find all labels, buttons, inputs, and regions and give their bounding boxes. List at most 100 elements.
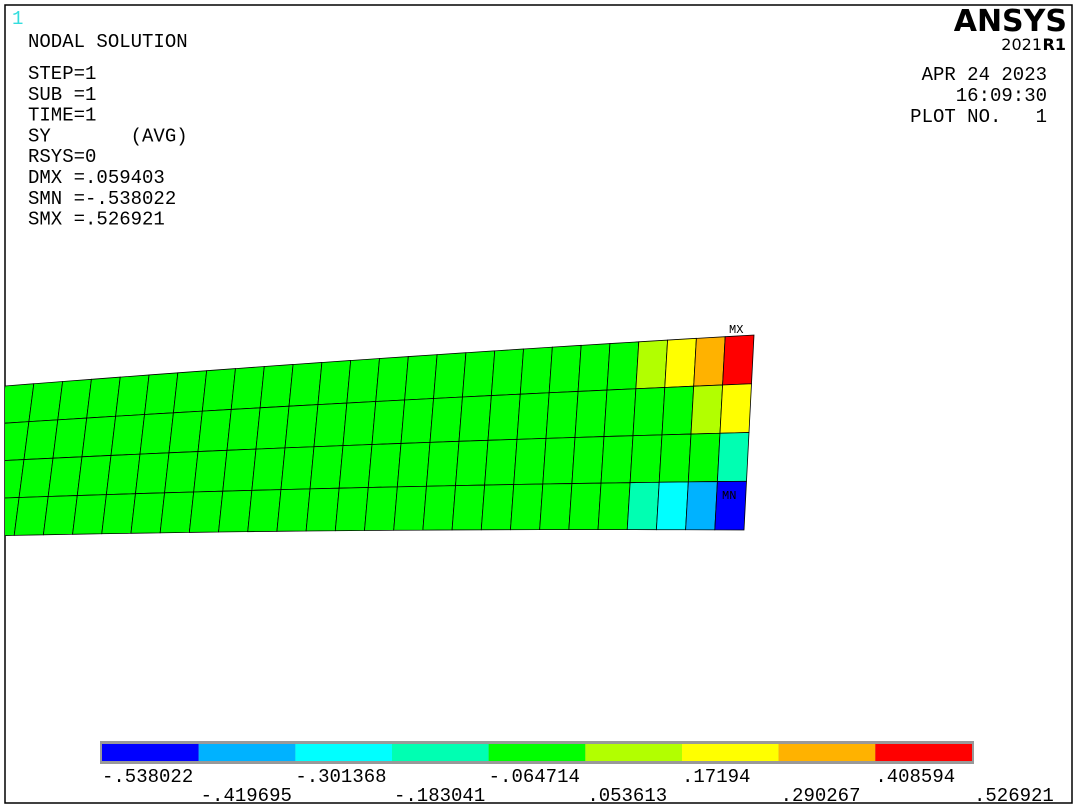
info-line: SMN =-.538022 [28, 188, 176, 210]
element [661, 385, 695, 436]
mesh [5, 334, 755, 536]
element [722, 334, 755, 386]
element [716, 432, 750, 482]
legend-label: -.538022 [102, 766, 193, 788]
element [52, 417, 88, 459]
legend-label: .408594 [875, 766, 955, 788]
element [18, 457, 54, 498]
element [539, 483, 573, 531]
element [462, 350, 496, 398]
element [342, 401, 377, 447]
element [714, 480, 747, 531]
time: 16:09:30 [956, 85, 1047, 107]
info-line: STEP=1 [28, 63, 96, 85]
element [687, 432, 721, 483]
legend-label: .290267 [781, 785, 861, 807]
element [597, 482, 631, 531]
min-marker: MN [722, 489, 736, 503]
element [433, 352, 467, 399]
element [23, 419, 59, 460]
element [230, 366, 265, 410]
element [574, 389, 608, 438]
element [284, 404, 319, 449]
element [193, 449, 228, 493]
element [168, 410, 203, 454]
brand: ANSYS [954, 4, 1067, 39]
element [42, 495, 78, 536]
element [222, 448, 257, 492]
element [280, 446, 315, 491]
legend-label: .526921 [974, 785, 1054, 807]
date: APR 24 2023 [922, 64, 1047, 86]
element [629, 434, 663, 484]
element [364, 486, 398, 531]
element [422, 485, 456, 531]
element [542, 437, 576, 485]
element [247, 489, 282, 533]
element [626, 481, 660, 531]
element [458, 395, 492, 442]
legend-swatch [875, 744, 972, 761]
element [159, 491, 195, 534]
element [719, 383, 752, 434]
element [658, 433, 692, 483]
info-line: SMX =.526921 [28, 209, 165, 231]
legend-label: -.419695 [201, 785, 292, 807]
info-line: TIME=1 [28, 105, 96, 127]
element [5, 383, 35, 424]
element [484, 438, 518, 486]
legend-label: -.183041 [394, 785, 485, 807]
element [218, 489, 253, 533]
element [548, 344, 582, 394]
element [226, 407, 261, 451]
legend-swatch [102, 744, 199, 761]
info-line: SUB =1 [28, 84, 96, 106]
plot-title: NODAL SOLUTION [28, 31, 188, 53]
element [309, 445, 344, 490]
element [81, 415, 117, 458]
element [101, 493, 136, 535]
element [568, 482, 602, 531]
window-number: 1 [12, 8, 23, 30]
legend-swatch [488, 744, 586, 761]
element [13, 496, 49, 536]
element [690, 384, 724, 435]
element [655, 481, 689, 531]
element [664, 337, 697, 388]
element [635, 339, 669, 390]
element [57, 378, 92, 421]
legend-swatch [295, 744, 392, 761]
element [451, 484, 486, 531]
element [105, 453, 141, 496]
element [110, 414, 145, 456]
element [130, 492, 166, 534]
element [346, 358, 380, 404]
legend-swatch [585, 744, 682, 761]
info-line: DMX =.059403 [28, 167, 165, 189]
element [404, 354, 438, 401]
element [251, 447, 286, 491]
element [201, 368, 236, 412]
element [28, 381, 64, 423]
legend-label: -.064714 [489, 766, 580, 788]
element [255, 405, 290, 450]
info-line: SY (AVG) [28, 125, 188, 147]
legend-label: .053613 [587, 785, 667, 807]
element [480, 484, 515, 531]
element [490, 348, 524, 397]
element [393, 485, 427, 531]
plot-number: PLOT NO. 1 [910, 106, 1047, 128]
legend-swatch [392, 744, 489, 761]
legend-swatch [198, 744, 296, 761]
element [396, 441, 431, 488]
legend-label: -.301368 [295, 766, 386, 788]
element [139, 412, 174, 455]
element [632, 387, 666, 437]
element [317, 360, 352, 406]
element [513, 437, 547, 485]
element [86, 376, 121, 419]
element [259, 364, 294, 409]
element [76, 455, 112, 496]
version: 2021 [1001, 35, 1042, 54]
